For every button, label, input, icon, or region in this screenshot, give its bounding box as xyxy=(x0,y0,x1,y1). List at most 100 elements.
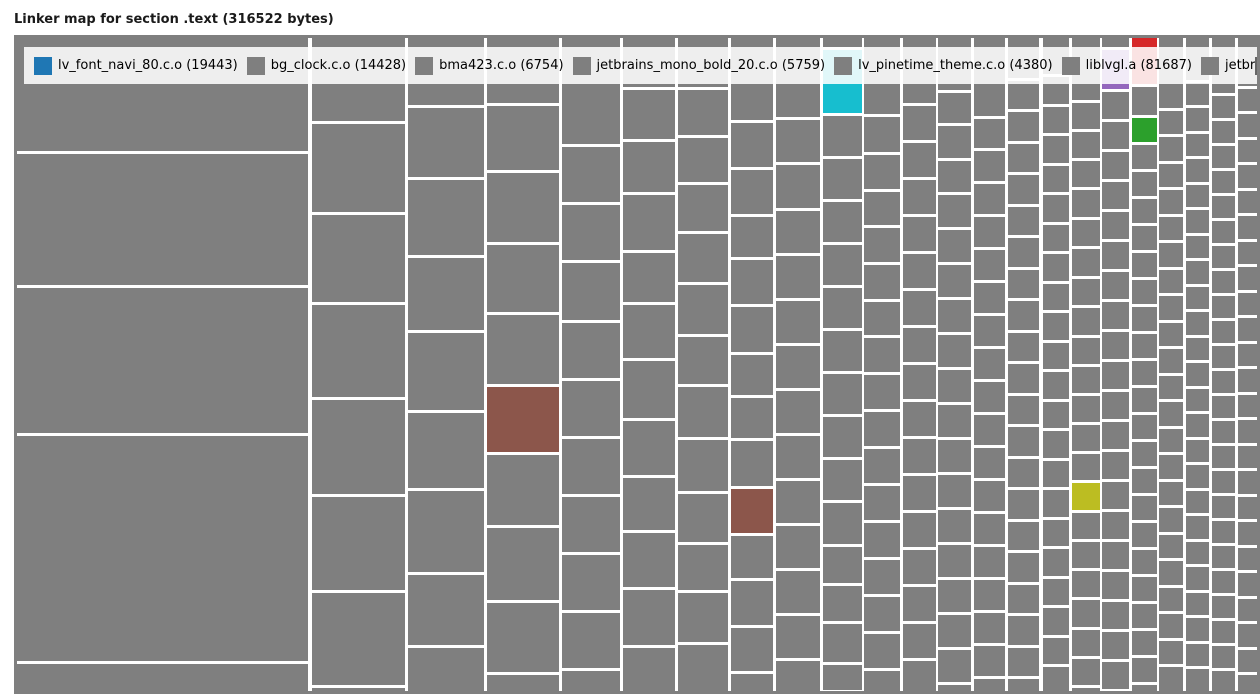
treemap-cell[interactable] xyxy=(1132,388,1157,412)
treemap-cell[interactable] xyxy=(1159,323,1183,346)
treemap-cell[interactable] xyxy=(1008,427,1039,456)
treemap-cell[interactable] xyxy=(1132,496,1157,520)
treemap-cell[interactable] xyxy=(487,315,559,384)
treemap-cell[interactable] xyxy=(1043,549,1069,576)
treemap-cell[interactable] xyxy=(562,323,620,378)
treemap-cell[interactable] xyxy=(1238,522,1257,545)
treemap-cell[interactable] xyxy=(1212,371,1235,393)
treemap-cell[interactable] xyxy=(938,161,971,192)
treemap-cell[interactable] xyxy=(1132,145,1157,169)
treemap-cell[interactable] xyxy=(1072,688,1100,691)
treemap-cell[interactable] xyxy=(1212,96,1235,118)
treemap-cell[interactable] xyxy=(408,648,484,691)
treemap-cell[interactable] xyxy=(823,245,862,285)
treemap-cell[interactable] xyxy=(312,305,405,397)
treemap-cell[interactable] xyxy=(974,151,1005,181)
treemap-cell[interactable] xyxy=(938,510,971,542)
treemap-cell[interactable] xyxy=(1159,111,1183,134)
treemap-cell[interactable] xyxy=(562,439,620,494)
treemap-cell[interactable] xyxy=(1043,136,1069,163)
treemap-cell[interactable] xyxy=(776,165,820,208)
treemap-cell[interactable] xyxy=(1186,644,1209,666)
treemap-cell[interactable] xyxy=(1212,321,1235,343)
treemap-cell[interactable] xyxy=(1072,542,1100,568)
treemap-cell[interactable] xyxy=(903,550,936,584)
treemap-cell[interactable] xyxy=(1238,293,1257,315)
treemap-cell[interactable] xyxy=(903,254,936,288)
treemap-cell[interactable] xyxy=(1186,363,1209,386)
treemap-cell[interactable] xyxy=(623,648,675,691)
treemap-cell[interactable] xyxy=(678,440,728,491)
treemap-cell[interactable] xyxy=(1238,344,1257,366)
treemap-cell[interactable] xyxy=(864,449,900,483)
treemap-cell[interactable] xyxy=(1238,420,1257,443)
treemap-cell[interactable] xyxy=(731,489,773,533)
treemap-cell[interactable] xyxy=(1186,108,1209,131)
treemap-cell[interactable] xyxy=(1212,221,1235,243)
treemap-cell[interactable] xyxy=(487,455,559,525)
treemap-cell[interactable] xyxy=(1072,425,1100,451)
treemap-cell[interactable] xyxy=(408,108,484,177)
treemap-cell[interactable] xyxy=(731,170,773,214)
treemap-cell[interactable] xyxy=(1008,553,1039,582)
treemap-cell[interactable] xyxy=(1186,516,1209,539)
treemap-cell[interactable] xyxy=(1072,279,1100,305)
treemap-cell[interactable] xyxy=(678,90,728,135)
treemap-cell[interactable] xyxy=(1159,296,1183,320)
treemap-cell[interactable] xyxy=(1072,659,1100,685)
treemap-cell[interactable] xyxy=(1043,166,1069,192)
treemap-cell[interactable] xyxy=(1238,114,1257,137)
treemap-cell[interactable] xyxy=(623,478,675,530)
treemap-cell[interactable] xyxy=(487,173,559,242)
treemap-cell[interactable] xyxy=(1072,630,1100,656)
treemap-cell[interactable] xyxy=(731,536,773,578)
treemap-cell[interactable] xyxy=(776,346,820,388)
treemap-cell[interactable] xyxy=(938,580,971,612)
treemap-cell[interactable] xyxy=(823,665,862,690)
treemap-cell[interactable] xyxy=(1132,469,1157,493)
treemap-cell[interactable] xyxy=(1102,38,1129,47)
treemap-cell[interactable] xyxy=(487,528,559,600)
treemap-cell[interactable] xyxy=(1008,396,1039,424)
treemap-cell[interactable] xyxy=(623,90,675,139)
treemap-cell[interactable] xyxy=(1238,140,1257,162)
treemap-cell[interactable] xyxy=(1132,87,1157,115)
treemap-cell[interactable] xyxy=(823,331,862,371)
treemap-cell[interactable] xyxy=(562,147,620,202)
treemap-cell[interactable] xyxy=(1159,137,1183,161)
treemap-cell[interactable] xyxy=(1212,146,1235,168)
treemap-cell[interactable] xyxy=(1132,442,1157,466)
treemap-cell[interactable] xyxy=(1043,225,1069,251)
treemap-cell[interactable] xyxy=(1102,482,1129,509)
treemap-cell[interactable] xyxy=(974,514,1005,544)
treemap-cell[interactable] xyxy=(408,258,484,330)
treemap-cell[interactable] xyxy=(1212,496,1235,518)
treemap-cell[interactable] xyxy=(903,402,936,436)
treemap-cell[interactable] xyxy=(678,337,728,384)
treemap-cell[interactable] xyxy=(1186,567,1209,590)
treemap-cell[interactable] xyxy=(903,328,936,362)
treemap-cell[interactable] xyxy=(864,117,900,152)
treemap-cell[interactable] xyxy=(864,597,900,631)
treemap-cell[interactable] xyxy=(1102,572,1129,599)
treemap-cell[interactable] xyxy=(938,265,971,297)
treemap-cell[interactable] xyxy=(1212,246,1235,268)
treemap-cell[interactable] xyxy=(1132,280,1157,304)
treemap-cell[interactable] xyxy=(1102,542,1129,569)
treemap-cell[interactable] xyxy=(903,624,936,658)
treemap-cell[interactable] xyxy=(17,288,308,433)
treemap-cell[interactable] xyxy=(1008,490,1039,519)
treemap-cell[interactable] xyxy=(1238,165,1257,188)
treemap-cell[interactable] xyxy=(1238,89,1257,111)
treemap-cell[interactable] xyxy=(623,305,675,358)
treemap-cell[interactable] xyxy=(1043,431,1069,458)
treemap-cell[interactable] xyxy=(1186,618,1209,641)
treemap-cell[interactable] xyxy=(1008,207,1039,235)
treemap-cell[interactable] xyxy=(776,571,820,613)
treemap-cell[interactable] xyxy=(1186,134,1209,156)
treemap-cell[interactable] xyxy=(1186,210,1209,233)
treemap-cell[interactable] xyxy=(776,301,820,343)
treemap-cell[interactable] xyxy=(731,217,773,257)
treemap-cell[interactable] xyxy=(1102,632,1129,659)
treemap-cell[interactable] xyxy=(562,205,620,260)
